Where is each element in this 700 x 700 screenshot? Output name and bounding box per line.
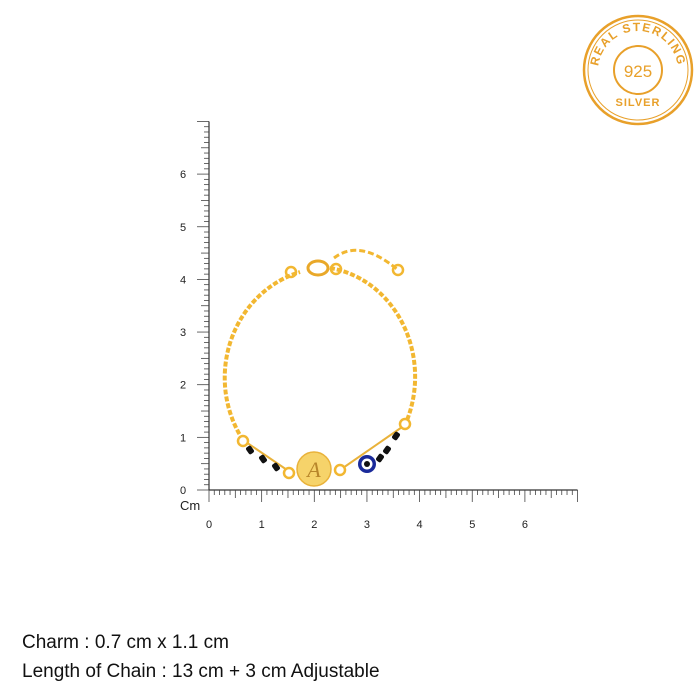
x-tick-label: 5 xyxy=(469,519,475,531)
svg-text:A: A xyxy=(305,457,321,482)
x-tick-label: 3 xyxy=(364,519,370,531)
sterling-silver-badge: REAL STERLING 925 SILVER xyxy=(582,14,694,126)
black-beads xyxy=(246,431,400,472)
chain-left xyxy=(222,270,301,442)
x-tick-label: 1 xyxy=(259,519,265,531)
lobster-clasp-icon xyxy=(284,259,343,279)
charm-size-text: Charm : 0.7 cm x 1.1 cm xyxy=(22,632,229,653)
measurement-ruler: 0 1 2 3 4 5 6 0 1 2 3 4 5 6 xyxy=(180,121,578,531)
y-tick-label: 6 xyxy=(180,169,186,181)
evil-eye-icon xyxy=(358,455,376,473)
x-tick-label: 2 xyxy=(311,519,317,531)
svg-text:REAL STERLING: REAL STERLING xyxy=(587,20,688,67)
x-tick-label: 0 xyxy=(206,519,212,531)
svg-text:SILVER: SILVER xyxy=(616,97,661,109)
y-tick-label: 1 xyxy=(180,432,186,444)
bead-wire-right xyxy=(339,424,406,471)
chain-right xyxy=(329,266,418,426)
y-tick-label: 0 xyxy=(180,485,186,497)
bead-wire-left xyxy=(242,439,291,473)
charm-disc: A xyxy=(296,451,332,487)
x-tick-label: 4 xyxy=(417,519,423,531)
svg-text:925: 925 xyxy=(624,62,652,81)
chain-length-text: Length of Chain : 13 cm + 3 cm Adjustabl… xyxy=(22,661,380,682)
unit-label: Cm xyxy=(180,498,200,513)
y-tick-label: 3 xyxy=(180,327,186,339)
x-tick-label: 6 xyxy=(522,519,528,531)
extension-chain xyxy=(333,248,399,272)
y-tick-label: 5 xyxy=(180,222,186,234)
y-tick-label: 4 xyxy=(180,274,186,286)
bracelet: A xyxy=(222,248,418,487)
y-tick-label: 2 xyxy=(180,380,186,392)
